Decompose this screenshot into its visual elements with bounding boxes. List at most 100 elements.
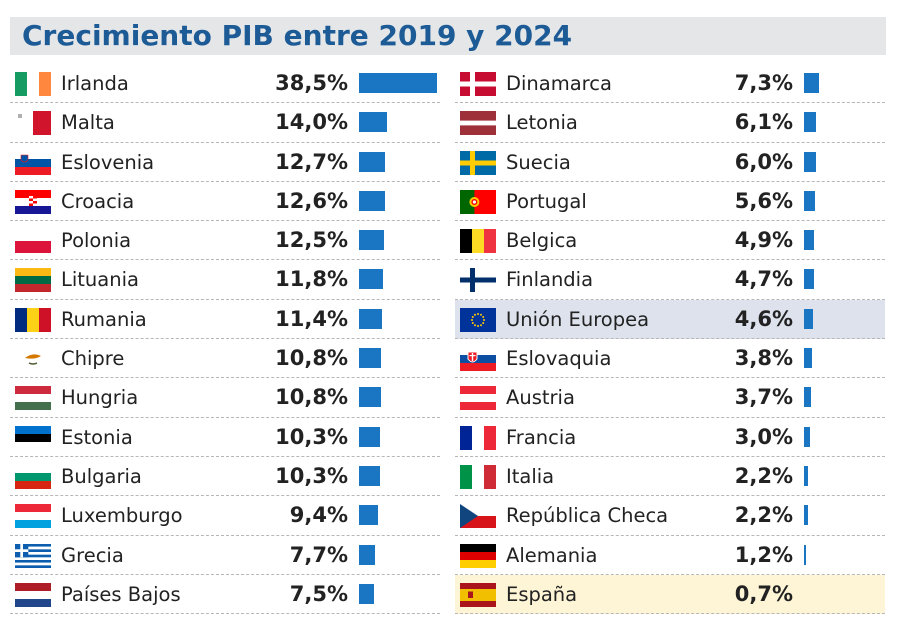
finland-flag-icon (460, 268, 496, 293)
belgium-flag-icon (460, 229, 496, 254)
value-label: 11,8% (275, 267, 348, 292)
value-label: 4,9% (734, 228, 793, 253)
bar (359, 308, 382, 329)
bar (804, 73, 819, 93)
country-label: Portugal (506, 189, 587, 213)
country-label: Finlandia (506, 268, 594, 292)
bar (359, 269, 383, 290)
bar (359, 387, 381, 408)
lithuania-flag-icon (15, 268, 51, 293)
greece-flag-icon (15, 543, 51, 568)
table-row: Italia 2,2% (455, 457, 885, 497)
country-label: Hungria (61, 386, 139, 410)
bar (804, 151, 816, 172)
country-label: Austria (506, 386, 575, 410)
value-label: 7,5% (289, 581, 348, 606)
value-label: 10,8% (275, 385, 348, 410)
value-label: 6,1% (734, 110, 793, 135)
value-label: 12,6% (275, 188, 348, 213)
table-row: Malta 14,0% (10, 103, 440, 143)
bulgaria-flag-icon (15, 464, 51, 489)
table-row: Rumania 11,4% (10, 300, 440, 340)
country-label: Italia (506, 464, 555, 488)
value-label: 4,7% (734, 267, 793, 292)
malta-flag-icon (15, 111, 51, 136)
italy-flag-icon (460, 464, 496, 489)
czech-republic-flag-icon (460, 504, 496, 529)
hungary-flag-icon (15, 386, 51, 411)
bar (359, 583, 374, 604)
ireland-flag-icon (15, 72, 51, 96)
table-row: Estonia 10,3% (10, 418, 440, 457)
value-label: 4,6% (734, 306, 793, 331)
value-label: 14,0% (275, 110, 348, 135)
bar (804, 544, 806, 565)
sweden-flag-icon (460, 150, 496, 175)
denmark-flag-icon (460, 72, 496, 96)
poland-flag-icon (15, 229, 51, 254)
country-label: Alemania (506, 543, 598, 567)
table-row: Eslovenia 12,7% (10, 143, 440, 182)
table-row: Luxemburgo 9,4% (10, 496, 440, 536)
value-label: 38,5% (275, 71, 348, 95)
value-label: 11,4% (275, 306, 348, 331)
table-row: Francia 3,0% (455, 418, 885, 457)
table-row: Lituania 11,8% (10, 260, 440, 300)
table-row: Países Bajos 7,5% (10, 575, 440, 615)
bar (804, 465, 808, 486)
country-label: Eslovaquia (506, 347, 612, 371)
country-label: Rumania (61, 307, 147, 331)
bar (804, 387, 811, 408)
table-column-left: Irlanda 38,5% Malta 14,0% Eslovenia 12,7% Croa… (10, 64, 440, 615)
country-label: Francia (506, 425, 577, 449)
value-label: 12,5% (275, 228, 348, 253)
value-label: 1,2% (734, 542, 793, 567)
country-label: Países Bajos (61, 582, 181, 606)
netherlands-flag-icon (15, 582, 51, 607)
table-row: Grecia 7,7% (10, 536, 440, 575)
bar (359, 151, 385, 172)
country-label: Croacia (61, 189, 135, 213)
spain-flag-icon (460, 582, 496, 607)
table-row: Bulgaria 10,3% (10, 457, 440, 497)
table-row: Alemania 1,2% (455, 536, 885, 575)
estonia-flag-icon (15, 425, 51, 450)
bar (359, 465, 380, 486)
table-row: Dinamarca 7,3% (455, 64, 885, 104)
bar (804, 426, 810, 447)
bar (804, 190, 815, 211)
country-label: Lituania (61, 268, 139, 292)
table-row: República Checa 2,2% (455, 496, 885, 536)
country-label: Polonia (61, 229, 132, 253)
value-label: 5,6% (734, 188, 793, 213)
country-label: Malta (61, 111, 115, 135)
country-label: España (506, 582, 578, 606)
european-union-flag-icon (460, 307, 496, 332)
country-label: Irlanda (61, 72, 129, 95)
bar (804, 308, 813, 329)
table-row: Portugal 5,6% (455, 182, 885, 222)
value-label: 7,7% (289, 542, 348, 567)
value-label: 2,2% (734, 463, 793, 488)
croatia-flag-icon (15, 189, 51, 214)
country-label: Unión Europea (506, 307, 650, 331)
bar (359, 190, 385, 211)
value-label: 2,2% (734, 503, 793, 528)
bar (804, 230, 814, 251)
latvia-flag-icon (460, 111, 496, 136)
table-column-right: Dinamarca 7,3% Letonia 6,1% Suecia 6,0% Portug… (455, 64, 885, 615)
country-label: Letonia (506, 111, 578, 135)
bar (804, 269, 814, 290)
value-label: 10,3% (275, 463, 348, 488)
slovakia-flag-icon (460, 347, 496, 372)
country-label: República Checa (506, 504, 669, 528)
country-label: Luxemburgo (61, 504, 183, 528)
value-label: 12,7% (275, 149, 348, 174)
chart-title: Crecimiento PIB entre 2019 y 2024 (22, 19, 573, 52)
bar (359, 348, 381, 369)
bar (359, 544, 375, 565)
table-row: Eslovaquia 3,8% (455, 339, 885, 379)
portugal-flag-icon (460, 189, 496, 214)
table-row: Austria 3,7% (455, 378, 885, 418)
country-label: Suecia (506, 150, 571, 174)
